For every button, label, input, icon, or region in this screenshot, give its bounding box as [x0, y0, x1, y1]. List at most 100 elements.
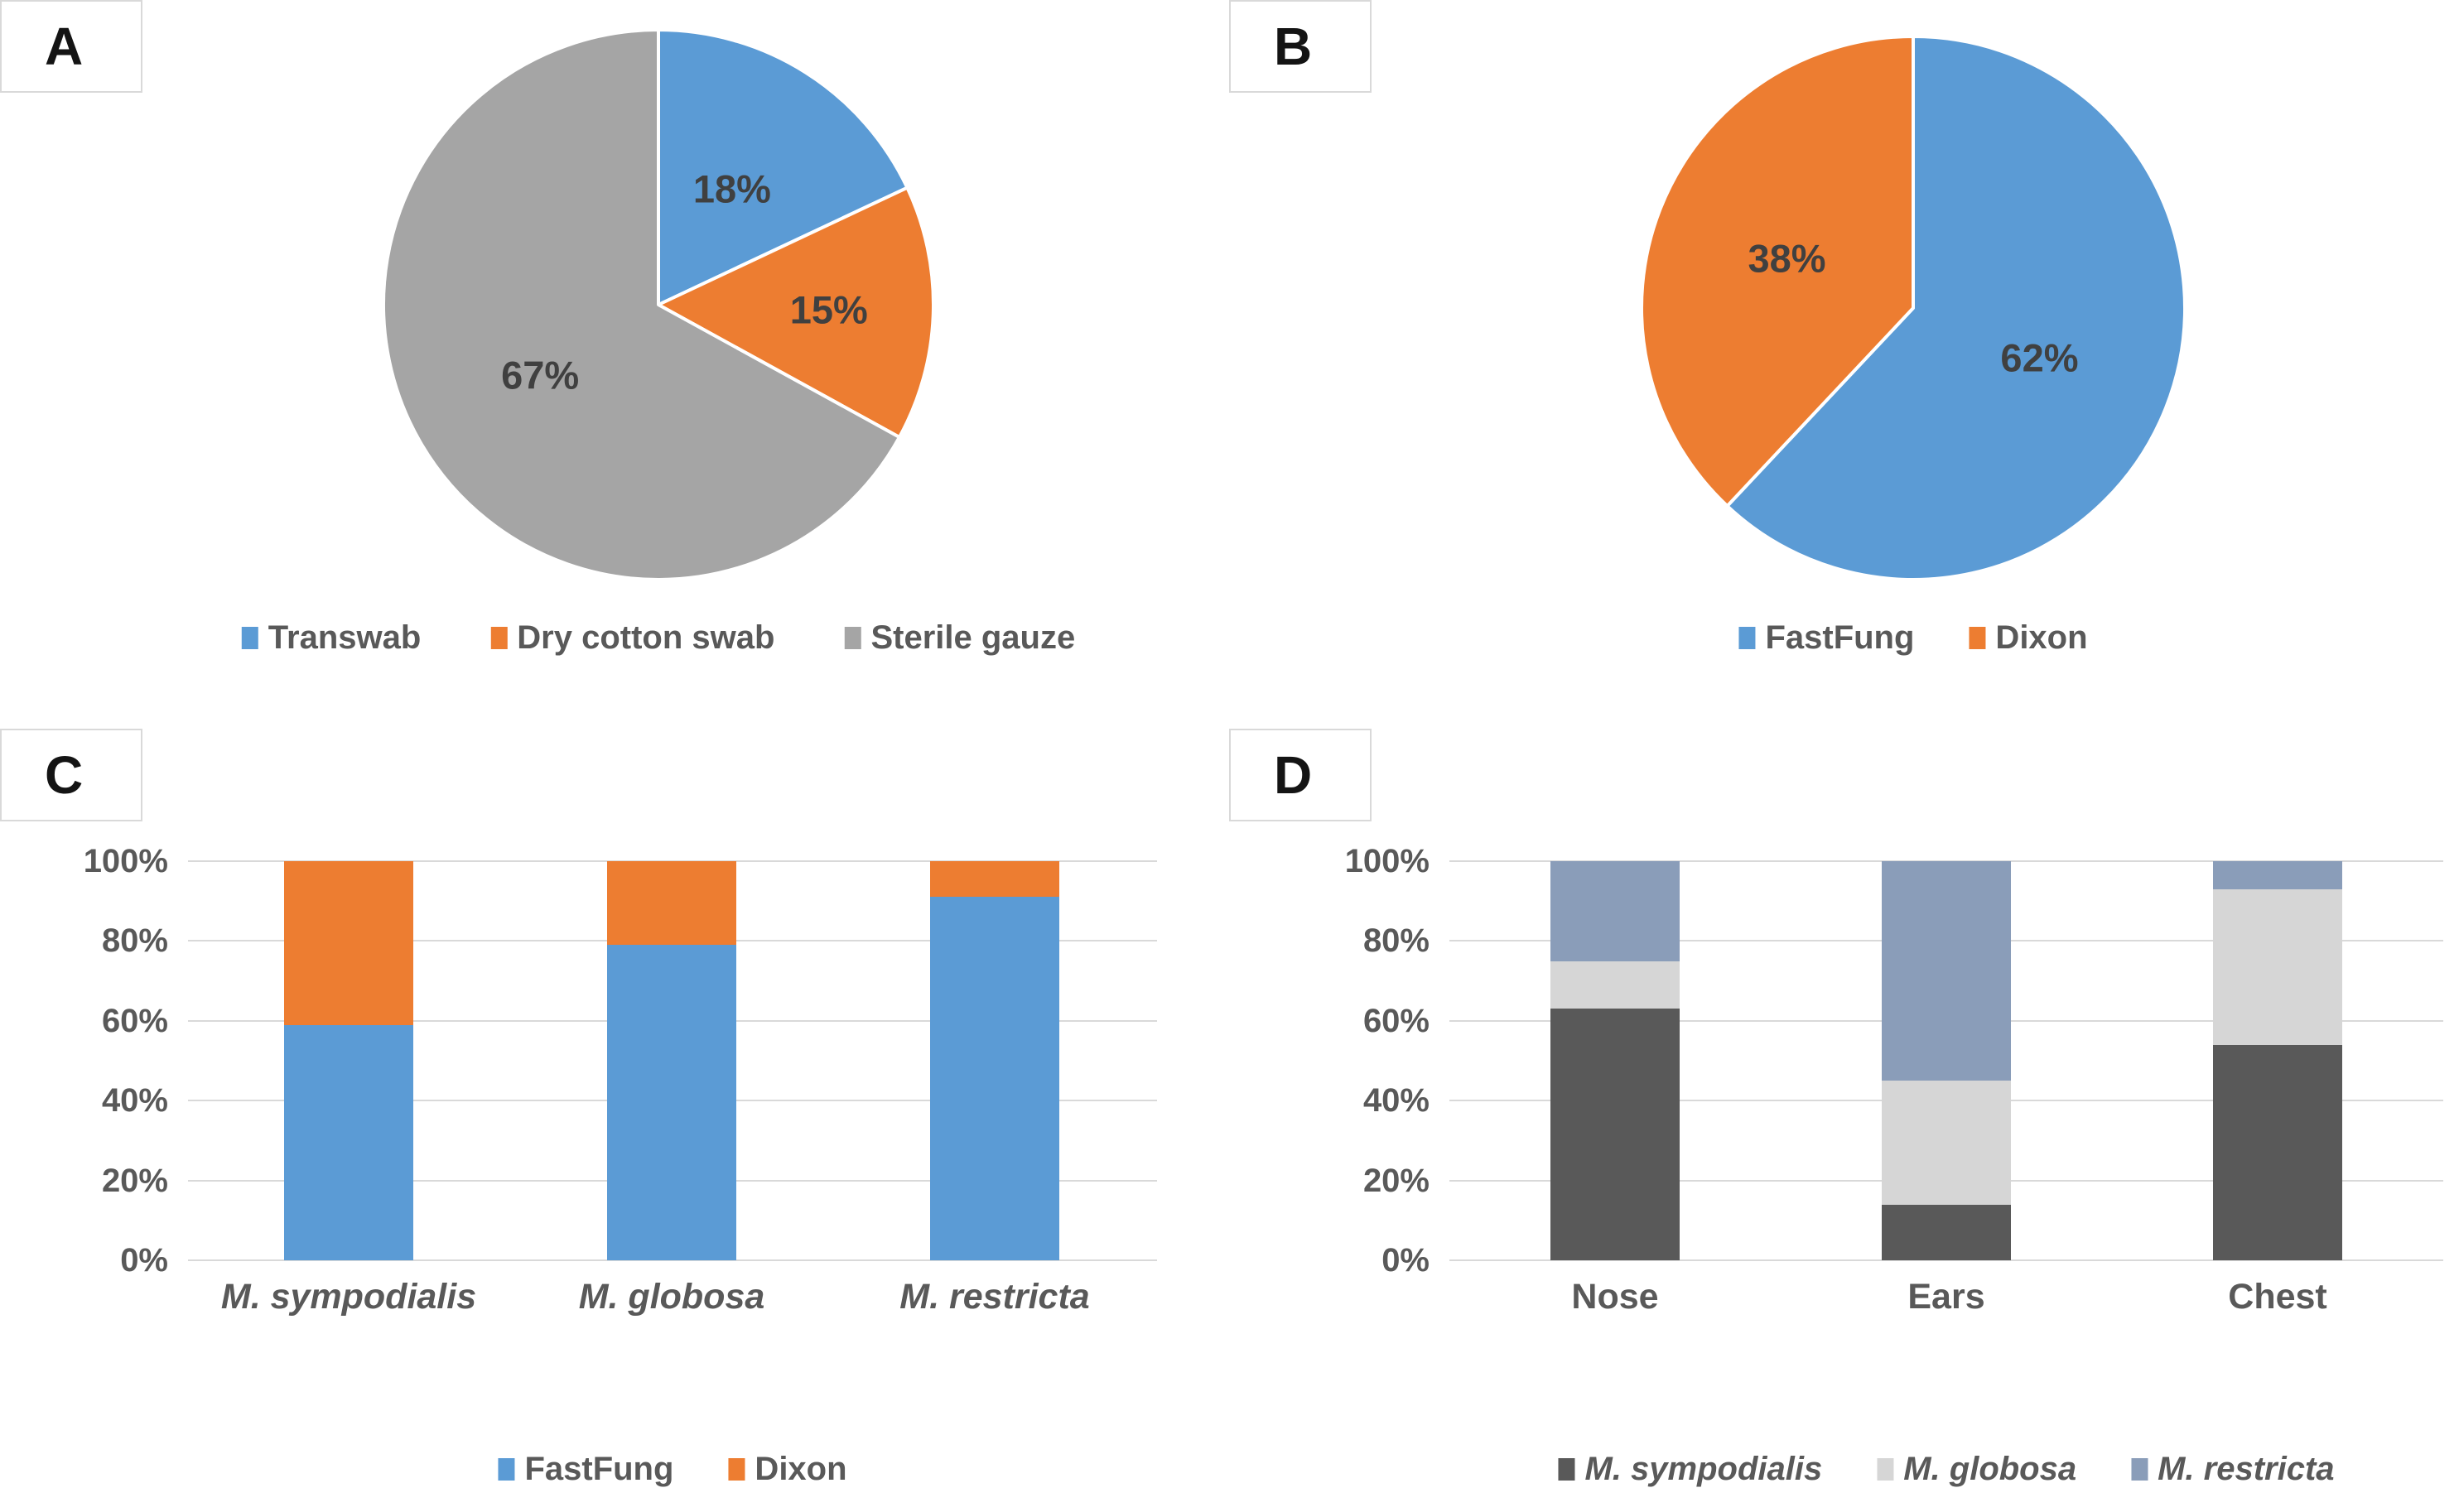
panel-c: C 0% 20% 40% 60% 80% 100% M. sympodialis M. glo…	[0, 729, 1229, 1512]
legend-item-sterile-gauze: Sterile gauze	[844, 619, 1075, 657]
legend-label: Sterile gauze	[870, 619, 1076, 656]
x-axis-label-m-restricta: M. restricta	[899, 1277, 1090, 1317]
legend-swatch-m-restricta	[2131, 1458, 2148, 1481]
legend: FastFung Dixon	[1738, 619, 2088, 657]
y-axis-tick-20%: 20%	[101, 1162, 168, 1199]
pie-svg	[382, 28, 935, 581]
legend-label: Transwab	[268, 619, 422, 656]
legend-label: FastFung	[524, 1451, 674, 1487]
y-axis-tick-40%: 40%	[101, 1082, 168, 1120]
y-axis-tick-0%: 0%	[120, 1242, 168, 1278]
bar-segment-dixon-m-sympodialis	[284, 861, 413, 1025]
gridline-100%	[188, 860, 1157, 862]
bar-chest	[2213, 861, 2342, 1260]
x-axis-label-ears: Ears	[1907, 1277, 1985, 1317]
bar-segment-m-globosa-chest	[2213, 888, 2342, 1045]
panel-letter-a: A	[45, 17, 84, 76]
legend-swatch-dixon	[728, 1458, 745, 1481]
panel-letter-c: C	[45, 745, 84, 805]
legend-swatch-transwab	[241, 627, 258, 649]
legend-label: FastFung	[1765, 619, 1915, 656]
bar-m-sympodialis	[284, 861, 413, 1260]
data-label-sterile-gauze: 67%	[501, 353, 580, 397]
legend-item-dixon: Dixon	[1969, 619, 2088, 657]
y-axis-tick-40%: 40%	[1362, 1082, 1430, 1120]
bar-segment-m-sympodialis-nose	[1550, 1009, 1680, 1260]
bar-nose	[1550, 861, 1680, 1260]
pie-slice-fastfung	[1725, 35, 2187, 581]
y-axis-tick-80%: 80%	[101, 922, 168, 960]
legend: M. sympodialis M. globosa M. restricta	[1558, 1451, 2335, 1488]
y-axis-tick-20%: 20%	[1362, 1162, 1430, 1199]
bar-m-restricta	[930, 861, 1059, 1260]
gridline-0%	[188, 1259, 1157, 1261]
data-label-dixon: 38%	[1748, 236, 1826, 281]
pie-slice-dry-cotton-swab	[657, 185, 935, 439]
legend-item-m-globosa: M. globosa	[1877, 1451, 2076, 1488]
legend-swatch-dry-cotton-swab	[490, 627, 508, 649]
pie-chart-b: 62% 38% FastFung Dixon	[1229, 0, 2459, 729]
bar-segment-dixon-m-globosa	[607, 861, 736, 946]
bar-segment-m-restricta-nose	[1550, 861, 1680, 961]
legend-swatch-fastfung	[498, 1458, 515, 1481]
x-axis-label-m-sympodialis: M. sympodialis	[220, 1277, 477, 1317]
bar-segment-m-restricta-chest	[2213, 861, 2342, 889]
legend-item-dry-cotton-swab: Dry cotton swab	[490, 619, 774, 657]
panel-letter-b: B	[1274, 17, 1313, 76]
bar-segment-m-sympodialis-ears	[1882, 1204, 2011, 1260]
y-axis-tick-60%: 60%	[101, 1002, 168, 1039]
legend-item-fastfung: FastFung	[498, 1451, 673, 1488]
legend-label: Dixon	[755, 1451, 847, 1487]
legend-label: M. sympodialis	[1584, 1451, 1823, 1487]
bar-segment-dixon-m-restricta	[930, 861, 1059, 898]
stacked-bar-chart-c: 0% 20% 40% 60% 80% 100% M. sympodialis M. globo…	[0, 729, 1229, 1512]
legend-swatch-dixon	[1969, 627, 1986, 649]
y-axis-tick-0%: 0%	[1381, 1242, 1430, 1278]
y-axis-tick-80%: 80%	[1362, 922, 1430, 960]
bar-segment-m-restricta-ears	[1882, 861, 2011, 1081]
panel-label-a: A	[0, 0, 142, 93]
y-axis-tick-100%: 100%	[1344, 843, 1430, 879]
pie-slice-dixon	[1640, 35, 1915, 508]
legend: Transwab Dry cotton swab Sterile gauze	[241, 619, 1075, 657]
x-axis-label-chest: Chest	[2228, 1277, 2327, 1317]
legend-item-m-restricta: M. restricta	[2131, 1451, 2335, 1488]
legend-item-m-sympodialis: M. sympodialis	[1558, 1451, 1822, 1488]
panel-b: B 62% 38% FastFung Dixon	[1229, 0, 2459, 729]
panel-label-d: D	[1229, 729, 1372, 821]
bar-segment-fastfung-m-restricta	[930, 897, 1059, 1260]
gridline-0%	[1449, 1259, 2443, 1261]
bar-segment-fastfung-m-globosa	[607, 945, 736, 1260]
legend-swatch-m-globosa	[1877, 1458, 1894, 1481]
legend-label: Dry cotton swab	[517, 619, 775, 656]
legend-label: M. globosa	[1903, 1451, 2077, 1487]
y-axis-tick-60%: 60%	[1362, 1002, 1430, 1039]
data-label-transwab: 18%	[692, 166, 771, 211]
panel-a: A 18% 15% 67% Transwab Dry cotton swab Steril…	[0, 0, 1229, 729]
bar-segment-m-globosa-ears	[1882, 1081, 2011, 1205]
bar-segment-fastfung-m-sympodialis	[284, 1024, 413, 1260]
data-label-dry-cotton-swab: 15%	[789, 287, 868, 332]
legend-label: M. restricta	[2158, 1451, 2335, 1487]
panel-label-b: B	[1229, 0, 1372, 93]
panel-letter-d: D	[1274, 745, 1313, 805]
data-label-fastfung: 62%	[2000, 335, 2079, 380]
legend: FastFung Dixon	[498, 1451, 847, 1488]
x-axis-label-m-globosa: M. globosa	[578, 1277, 765, 1317]
legend-label: Dixon	[1995, 619, 2088, 656]
legend-item-fastfung: FastFung	[1738, 619, 1914, 657]
pie-svg	[1640, 35, 2187, 581]
bar-m-globosa	[607, 861, 736, 1260]
legend-swatch-fastfung	[1738, 627, 1756, 649]
gridline-100%	[1449, 860, 2443, 862]
stacked-bar-chart-d: 0% 20% 40% 60% 80% 100% Nose Ears Chest M. sympod…	[1229, 729, 2459, 1512]
bar-segment-m-sympodialis-chest	[2213, 1044, 2342, 1260]
bar-ears	[1882, 861, 2011, 1260]
legend-item-dixon: Dixon	[728, 1451, 847, 1488]
panel-d: D 0% 20% 40% 60% 80% 100% Nose Ears Chest M. symp…	[1229, 729, 2459, 1512]
pie-slice-sterile-gauze	[382, 28, 901, 581]
y-axis-tick-100%: 100%	[83, 843, 168, 879]
panel-label-c: C	[0, 729, 142, 821]
legend-swatch-m-sympodialis	[1558, 1458, 1575, 1481]
